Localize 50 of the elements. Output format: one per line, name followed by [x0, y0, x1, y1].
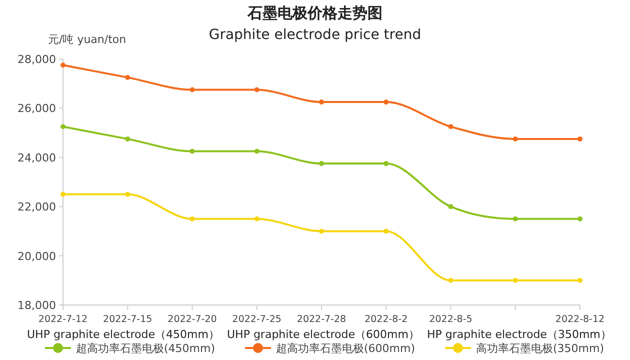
- y-tick-label: 26,000: [18, 102, 56, 116]
- point: [60, 124, 66, 130]
- y-tick-label: 18,000: [18, 299, 56, 312]
- y-tick-label: 22,000: [18, 200, 56, 214]
- point: [512, 278, 518, 283]
- point: [319, 161, 324, 166]
- point: [578, 216, 582, 222]
- x-tick-label: 2022-7-25: [232, 314, 282, 325]
- point: [319, 100, 324, 105]
- point: [254, 148, 260, 154]
- point: [448, 124, 454, 130]
- x-tick-label: 2022-7-15: [103, 314, 152, 325]
- y-tick-label: 20,000: [18, 250, 56, 263]
- chart-title: 石墨电极价格走势图: [246, 4, 382, 22]
- y-tick-label: 28,000: [18, 53, 56, 66]
- legend-label: 超高功率石墨电极(600mm): [276, 342, 416, 355]
- point: [60, 62, 66, 68]
- point: [254, 216, 260, 222]
- point: [60, 192, 66, 197]
- x-tick-label: 2022-7-28: [296, 314, 346, 325]
- x-tick-label: 2022-8-12: [555, 314, 605, 325]
- y-tick-label: 24,000: [18, 151, 56, 164]
- point: [190, 148, 195, 154]
- x-tick-label: 2022-8-2: [364, 314, 408, 325]
- x-tick-label: 2022-7-20: [168, 314, 217, 325]
- point: [448, 204, 454, 210]
- point: [125, 136, 130, 142]
- point: [190, 87, 195, 92]
- point: [125, 192, 130, 197]
- point: [384, 161, 389, 166]
- point: [190, 216, 195, 222]
- point: [578, 136, 582, 142]
- text: UHP graphite electrode（450mm）: [27, 328, 220, 341]
- point: [384, 100, 389, 105]
- text: HP graphite electrode（350mm）: [427, 328, 612, 341]
- legend-label: 高功率石墨电极(350mm): [476, 342, 604, 355]
- point: [125, 74, 130, 80]
- point: [319, 228, 324, 234]
- x-tick-label: 2022-8-5: [429, 314, 472, 325]
- point: [512, 136, 518, 142]
- chart-subtitle: Graphite electrode price trend: [208, 27, 422, 43]
- text: UHP graphite electrode（600mm）: [227, 328, 420, 341]
- point: [512, 216, 518, 222]
- point: [578, 278, 582, 283]
- y-axis-title: 元/吨 yuan/ton: [48, 33, 126, 46]
- point: [254, 87, 260, 92]
- point: [384, 228, 389, 234]
- legend-label: 超高功率石墨电极(450mm): [76, 342, 216, 355]
- point: [448, 278, 454, 283]
- x-tick-label: 2022-7-12: [38, 314, 88, 325]
